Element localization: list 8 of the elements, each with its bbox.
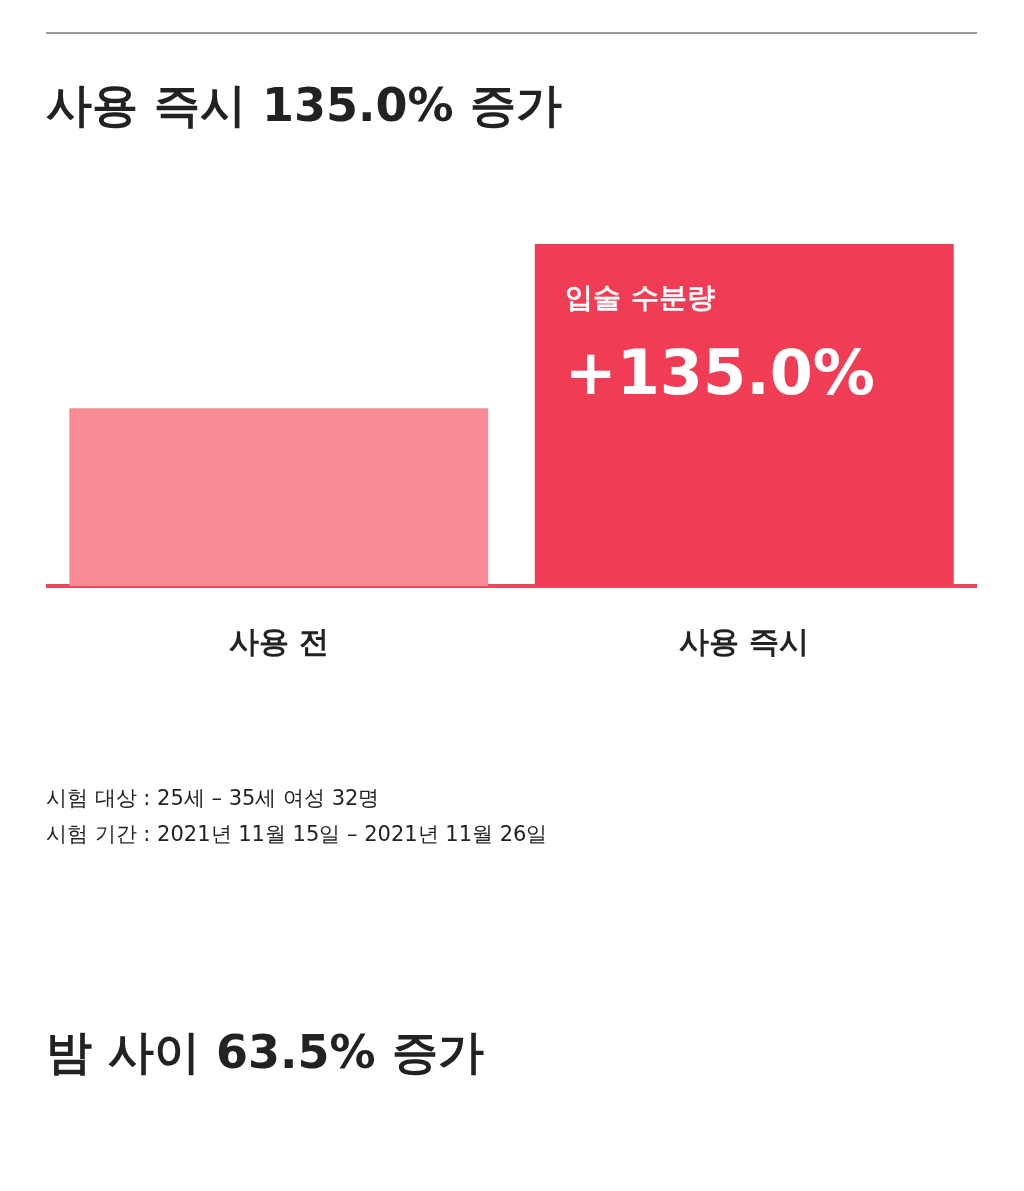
x-tick-label: 사용 전 [228, 623, 329, 659]
chart-title: 사용 즉시 135.0% 증가 [46, 77, 562, 134]
text: 시험 대상 : 25세 – 35세 여성 32명 [46, 785, 381, 812]
annotation: 입술 수분량 [564, 281, 715, 314]
text: 밤 사이 63.5% 증가 [46, 1024, 484, 1081]
annotation: +135.0% [564, 336, 875, 409]
text: 시험 기간 : 2021년 11월 15일 – 2021년 11월 26일 [46, 821, 548, 848]
x-tick-label: 사용 즉시 [679, 623, 810, 659]
